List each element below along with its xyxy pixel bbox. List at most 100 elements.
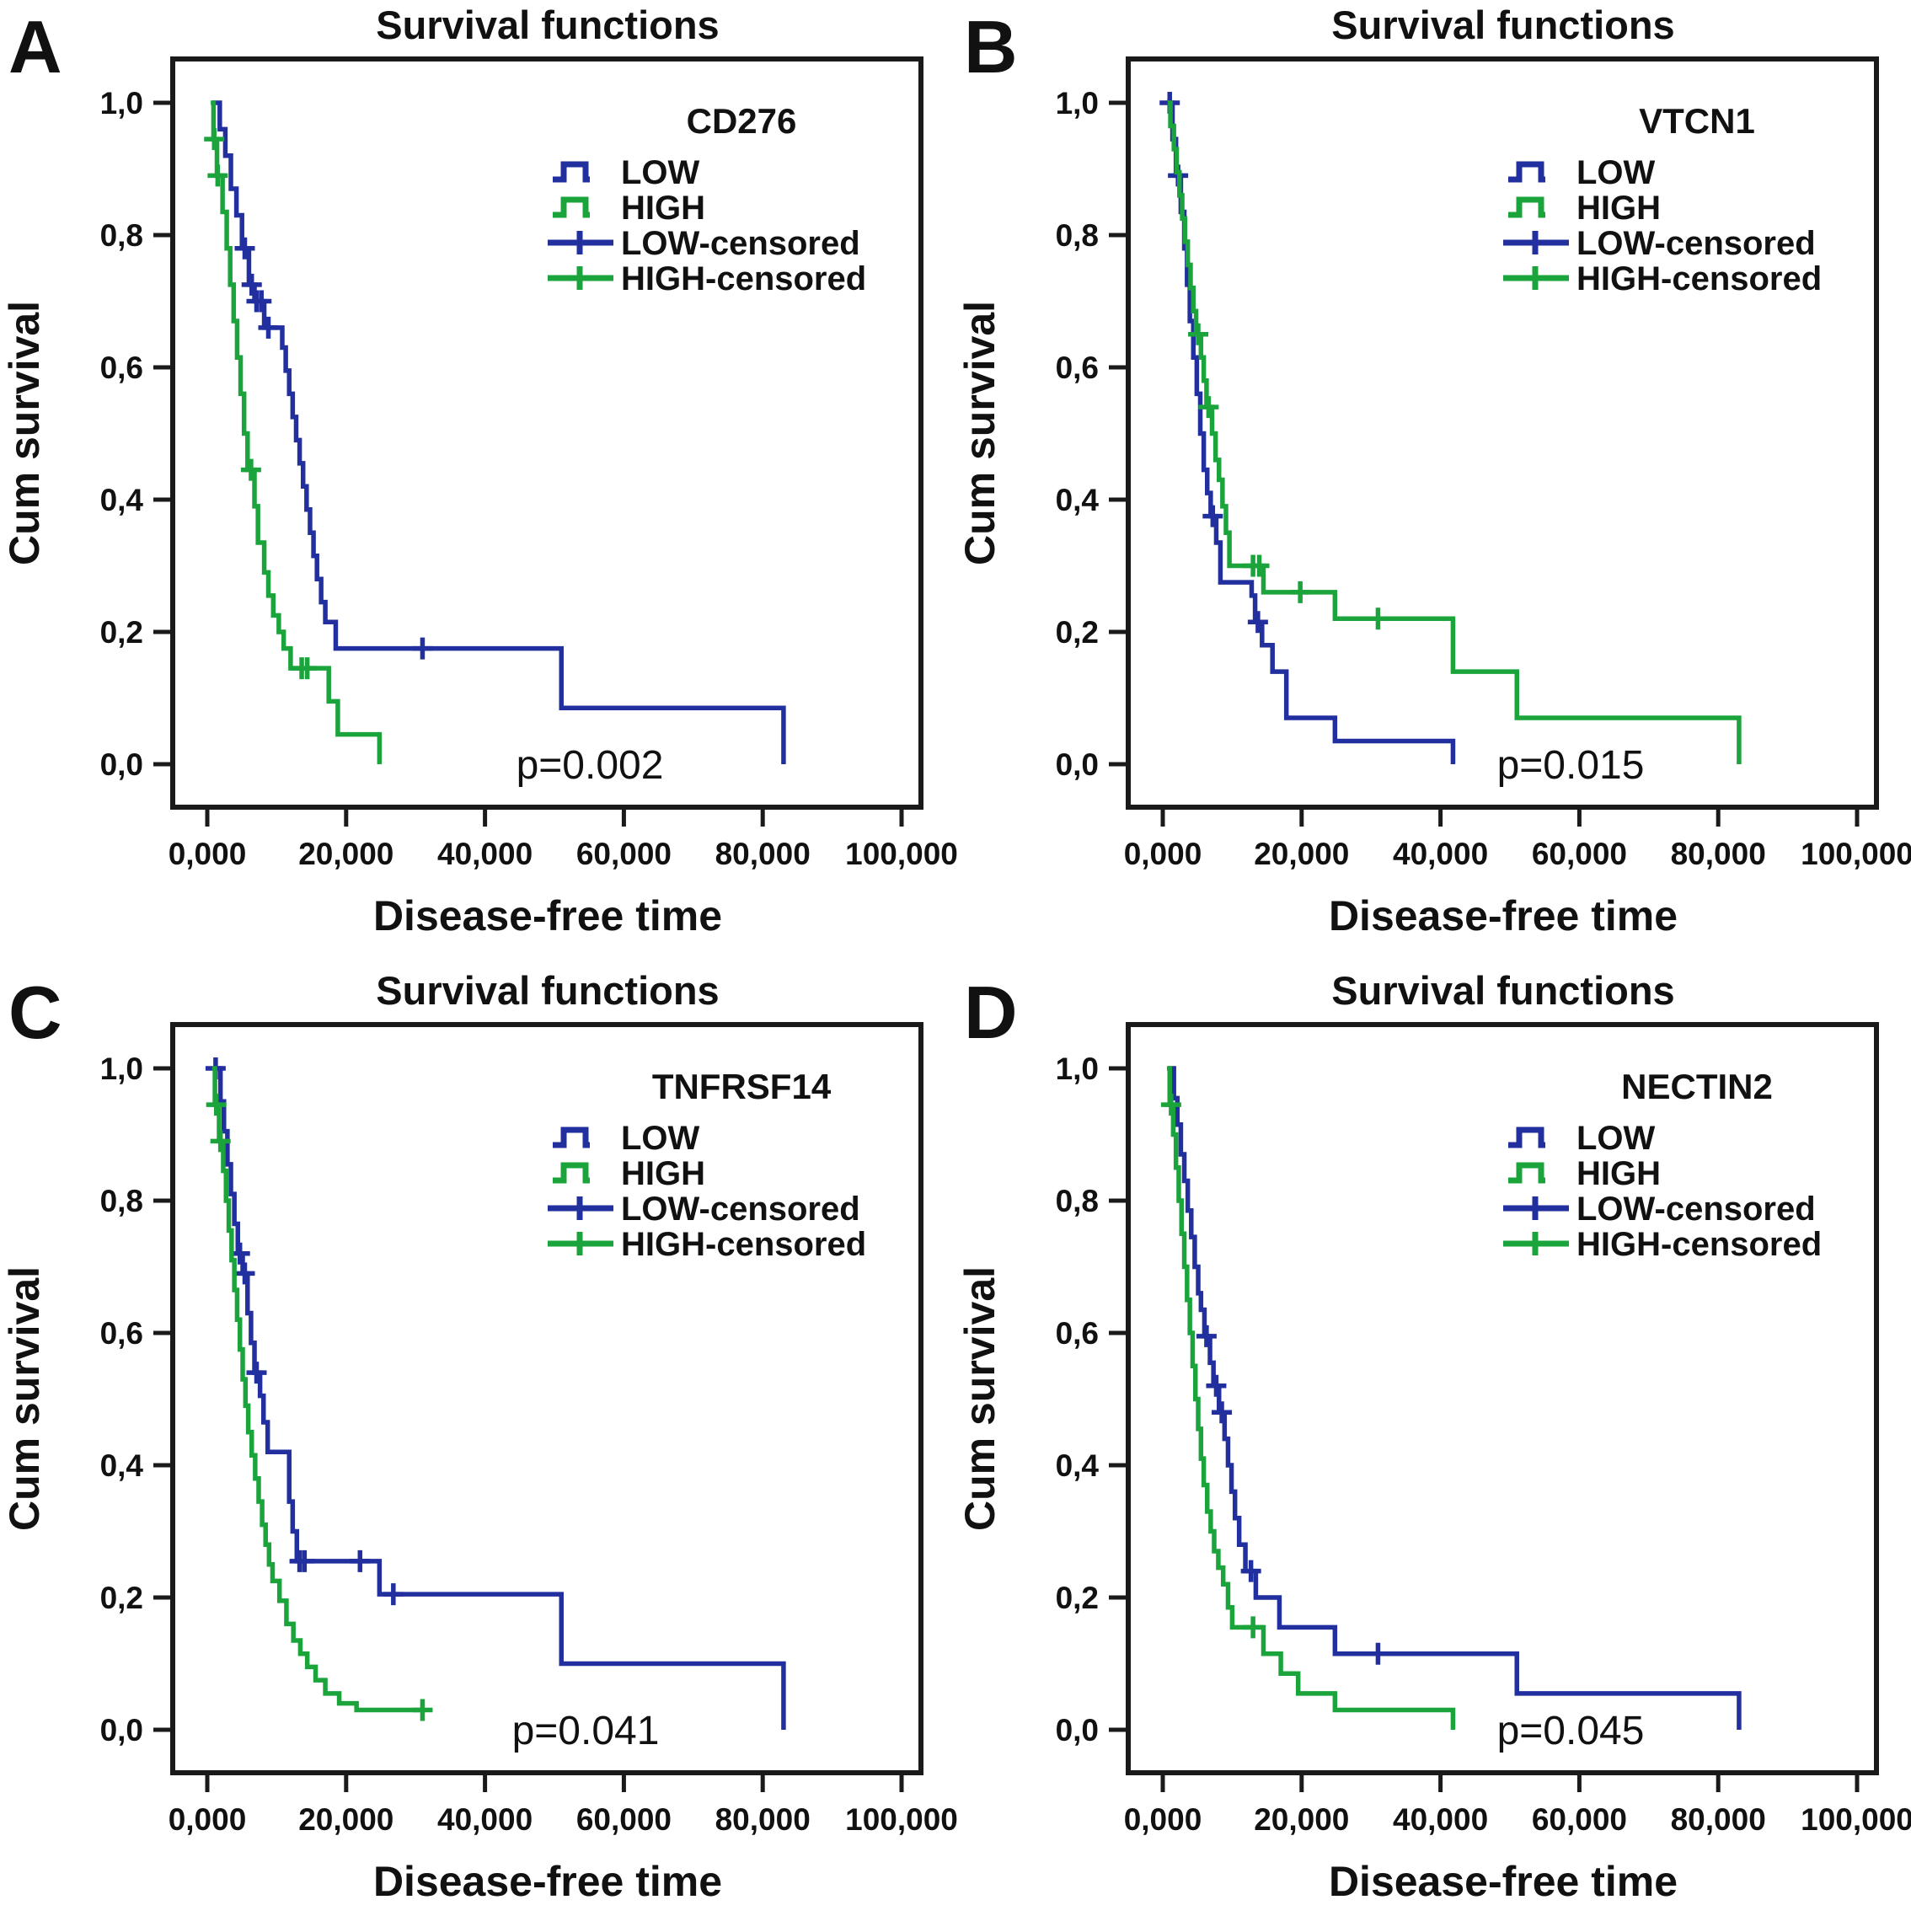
legend: LOW HIGH LOW-censored HIGH-censored bbox=[548, 154, 866, 297]
x-tick-label: 100,000 bbox=[1801, 1802, 1911, 1837]
y-axis-label: Cum survival bbox=[956, 301, 1004, 565]
x-axis-label: Disease-free time bbox=[1329, 892, 1678, 939]
legend-label-high-censored: HIGH-censored bbox=[621, 260, 866, 297]
x-tick-label: 60,000 bbox=[1532, 1802, 1627, 1837]
legend: LOW HIGH LOW-censored HIGH-censored bbox=[548, 1120, 866, 1263]
low-censored-plus-icon bbox=[1503, 231, 1569, 254]
low-line-icon bbox=[1508, 1127, 1545, 1148]
x-tick-label: 80,000 bbox=[715, 837, 811, 871]
x-axis-label: Disease-free time bbox=[373, 892, 722, 939]
censor-marks-high bbox=[1160, 1094, 1264, 1639]
survival-plot-d: D Survival functions 0,000 20,000 40,000 60… bbox=[956, 968, 1911, 1905]
censor-marks-low bbox=[234, 237, 433, 660]
high-censored-plus-icon bbox=[548, 1232, 613, 1255]
x-tick-label: 20,000 bbox=[1254, 1802, 1349, 1837]
x-tick-label: 80,000 bbox=[715, 1802, 811, 1837]
plot-area bbox=[1126, 1022, 1879, 1775]
x-tick-label: 60,000 bbox=[576, 1802, 672, 1837]
x-tick-label: 40,000 bbox=[1393, 837, 1488, 871]
x-tick-label: 20,000 bbox=[298, 1802, 393, 1837]
y-tick-label: 0,2 bbox=[100, 615, 143, 650]
survival-plot-a: A Survival functions 0,000 20,000 40,000 60… bbox=[1, 3, 958, 939]
survival-plot-c: C Survival functions 0,000 20,000 40,000 60… bbox=[1, 968, 958, 1905]
x-tick-label: 100,000 bbox=[1801, 837, 1911, 871]
km-curve-low bbox=[211, 100, 786, 764]
y-tick-label: 1,0 bbox=[100, 86, 143, 120]
y-tick-label: 0,8 bbox=[100, 1184, 143, 1218]
p-value-label: p=0.041 bbox=[512, 1709, 660, 1753]
x-tick-label: 40,000 bbox=[437, 837, 533, 871]
legend-label-high-censored: HIGH-censored bbox=[621, 1226, 866, 1263]
axes: 0,000 20,000 40,000 60,000 80,000 100,000 0,0 0… bbox=[1056, 86, 1911, 871]
y-tick-label: 0,8 bbox=[1056, 1184, 1099, 1218]
legend-label-high-censored: HIGH-censored bbox=[1576, 1226, 1822, 1263]
legend-label-high: HIGH bbox=[1576, 1155, 1661, 1192]
p-value-label: p=0.045 bbox=[1497, 1709, 1645, 1753]
km-curve-high bbox=[211, 1066, 423, 1713]
axes: 0,000 20,000 40,000 60,000 80,000 100,000 0,0 0… bbox=[1056, 1052, 1911, 1837]
legend-label-low: LOW bbox=[621, 1120, 700, 1157]
y-tick-label: 0,2 bbox=[1056, 615, 1099, 650]
y-tick-label: 0,0 bbox=[100, 1713, 143, 1747]
censor-marks-high bbox=[206, 1094, 433, 1721]
y-axis-label: Cum survival bbox=[1, 1266, 48, 1531]
legend-label-low: LOW bbox=[1576, 154, 1656, 191]
x-tick-label: 0,000 bbox=[1124, 1802, 1202, 1837]
gene-label: VTCN1 bbox=[1639, 101, 1755, 141]
x-tick-label: 60,000 bbox=[1532, 837, 1627, 871]
low-censored-plus-icon bbox=[548, 231, 613, 254]
y-tick-label: 0,8 bbox=[1056, 218, 1099, 253]
legend-label-low-censored: LOW-censored bbox=[1576, 225, 1816, 262]
y-tick-label: 0,0 bbox=[1056, 1713, 1099, 1747]
x-tick-label: 80,000 bbox=[1671, 837, 1766, 871]
panel-letter: B bbox=[964, 5, 1018, 88]
y-tick-label: 0,2 bbox=[100, 1581, 143, 1615]
y-axis-label: Cum survival bbox=[1, 301, 48, 565]
panel-letter: A bbox=[8, 5, 62, 88]
km-curve-high bbox=[1167, 100, 1742, 764]
x-tick-label: 80,000 bbox=[1671, 1802, 1766, 1837]
x-tick-label: 40,000 bbox=[437, 1802, 533, 1837]
x-axis-label: Disease-free time bbox=[373, 1858, 722, 1905]
chart-title: Survival functions bbox=[1331, 968, 1674, 1013]
legend-label-high-censored: HIGH-censored bbox=[1576, 260, 1822, 297]
y-tick-label: 1,0 bbox=[1056, 1052, 1099, 1086]
y-tick-label: 0,4 bbox=[1056, 1448, 1100, 1483]
x-tick-label: 0,000 bbox=[1124, 837, 1202, 871]
x-tick-label: 60,000 bbox=[576, 837, 672, 871]
high-line-icon bbox=[1508, 196, 1545, 218]
low-line-icon bbox=[1508, 161, 1545, 183]
censor-marks-high bbox=[204, 128, 318, 680]
y-tick-label: 0,6 bbox=[100, 351, 143, 385]
km-curves bbox=[205, 1057, 786, 1730]
panel-c: C Survival functions 0,000 20,000 40,000 60… bbox=[0, 966, 958, 1931]
gene-label: TNFRSF14 bbox=[652, 1067, 832, 1106]
km-curve-high bbox=[1166, 1066, 1456, 1730]
legend-label-low-censored: LOW-censored bbox=[621, 1191, 860, 1228]
legend-label-high: HIGH bbox=[1576, 190, 1661, 227]
x-tick-label: 100,000 bbox=[845, 1802, 958, 1837]
km-curve-low bbox=[213, 1066, 786, 1730]
y-tick-label: 1,0 bbox=[1056, 86, 1099, 120]
legend: LOW HIGH LOW-censored HIGH-censored bbox=[1503, 1120, 1822, 1263]
axes: 0,000 20,000 40,000 60,000 80,000 100,000 0,0 0… bbox=[100, 1052, 958, 1837]
legend-label-low-censored: LOW-censored bbox=[1576, 1191, 1816, 1228]
low-line-icon bbox=[553, 1127, 590, 1148]
high-line-icon bbox=[1508, 1162, 1545, 1184]
panel-letter: D bbox=[964, 971, 1018, 1054]
chart-title: Survival functions bbox=[1331, 3, 1674, 47]
km-curves bbox=[1160, 1066, 1742, 1730]
axes: 0,000 20,000 40,000 60,000 80,000 100,000 0,0 0… bbox=[100, 86, 958, 871]
chart-title: Survival functions bbox=[376, 968, 719, 1013]
legend: LOW HIGH LOW-censored HIGH-censored bbox=[1503, 154, 1822, 297]
x-tick-label: 20,000 bbox=[298, 837, 393, 871]
legend-label-high: HIGH bbox=[621, 1155, 705, 1192]
y-tick-label: 0,8 bbox=[100, 218, 143, 253]
high-censored-plus-icon bbox=[1503, 1232, 1569, 1255]
y-tick-label: 0,0 bbox=[1056, 747, 1099, 782]
plot-area bbox=[1126, 56, 1879, 810]
censor-marks-low bbox=[1196, 1325, 1389, 1665]
y-tick-label: 0,2 bbox=[1056, 1581, 1099, 1615]
high-line-icon bbox=[553, 1162, 590, 1184]
y-tick-label: 0,4 bbox=[100, 483, 144, 517]
